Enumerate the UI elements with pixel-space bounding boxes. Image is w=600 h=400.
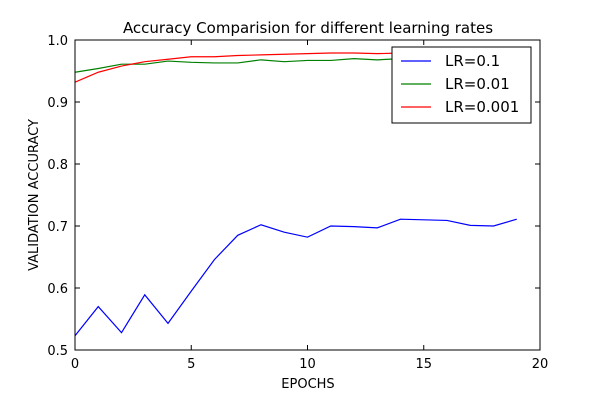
y-tick-label: 0.8 bbox=[47, 158, 68, 173]
y-tick-label: 1.0 bbox=[47, 34, 68, 49]
y-tick-label: 0.9 bbox=[47, 96, 68, 111]
series-line-0 bbox=[74, 218, 517, 337]
y-tick-label: 0.6 bbox=[47, 282, 68, 297]
x-tick-label: 10 bbox=[299, 357, 316, 372]
tick-layer: 0 5 10 15 20 0.5 0.6 0.7 0.8 0.9 1.0 bbox=[47, 34, 548, 372]
x-axis-label: EPOCHS bbox=[281, 377, 334, 392]
x-tick-label: 15 bbox=[415, 357, 432, 372]
x-tick-label: 20 bbox=[532, 357, 549, 372]
x-tick-label: 0 bbox=[71, 357, 79, 372]
legend: LR=0.1 LR=0.01 LR=0.001 bbox=[391, 46, 532, 124]
x-tick-label: 5 bbox=[187, 357, 195, 372]
legend-box bbox=[391, 46, 532, 124]
y-tick-label: 0.5 bbox=[47, 344, 68, 359]
chart-title: Accuracy Comparision for different learn… bbox=[123, 19, 493, 37]
legend-label-1: LR=0.01 bbox=[445, 75, 510, 93]
legend-label-2: LR=0.001 bbox=[445, 98, 519, 116]
y-tick-label: 0.7 bbox=[47, 220, 68, 235]
y-axis-label: VALIDATION ACCURACY bbox=[27, 119, 42, 271]
legend-label-0: LR=0.1 bbox=[445, 52, 500, 70]
